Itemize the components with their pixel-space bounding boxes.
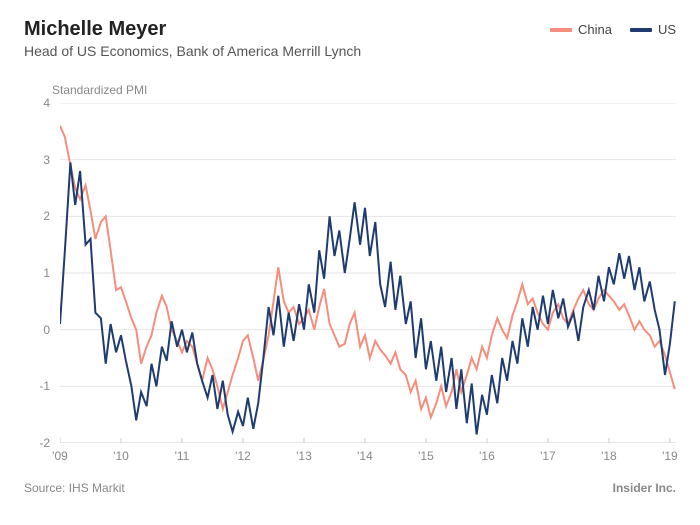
legend-item: US bbox=[630, 22, 676, 37]
x-tick-label: '11 bbox=[175, 449, 190, 463]
x-tick-label: '18 bbox=[601, 449, 617, 463]
y-axis: -2-101234 bbox=[24, 103, 56, 463]
chart-container: Michelle Meyer Head of US Economics, Ban… bbox=[0, 0, 700, 525]
plot bbox=[60, 103, 676, 443]
source-label: Source: IHS Markit bbox=[24, 481, 125, 495]
y-tick-label: 0 bbox=[43, 323, 50, 337]
legend-swatch bbox=[630, 28, 652, 32]
legend: China US bbox=[550, 22, 676, 37]
legend-label: US bbox=[658, 22, 676, 37]
series-china bbox=[60, 126, 675, 418]
x-tick-label: '12 bbox=[235, 449, 251, 463]
legend-item: China bbox=[550, 22, 612, 37]
x-tick-label: '19 bbox=[662, 449, 678, 463]
x-tick-label: '17 bbox=[540, 449, 556, 463]
brand-label: Insider Inc. bbox=[613, 481, 676, 495]
y-tick-label: -1 bbox=[39, 379, 50, 393]
legend-label: China bbox=[578, 22, 612, 37]
legend-swatch bbox=[550, 28, 572, 32]
header: Michelle Meyer Head of US Economics, Ban… bbox=[24, 18, 676, 59]
y-tick-label: 2 bbox=[43, 209, 50, 223]
x-tick-label: '14 bbox=[357, 449, 373, 463]
plot-svg bbox=[60, 103, 676, 443]
series-us bbox=[60, 163, 675, 435]
y-tick-label: 1 bbox=[43, 266, 50, 280]
y-tick-label: -2 bbox=[39, 436, 50, 450]
x-axis: '09'10'11'12'13'14'15'16'17'18'19 bbox=[60, 443, 676, 465]
x-tick-label: '13 bbox=[296, 449, 312, 463]
x-tick-label: '10 bbox=[113, 449, 129, 463]
y-tick-label: 3 bbox=[43, 153, 50, 167]
x-tick-label: '16 bbox=[479, 449, 495, 463]
x-tick-label: '15 bbox=[418, 449, 434, 463]
chart-title: Michelle Meyer bbox=[24, 18, 361, 41]
footer: Source: IHS Markit Insider Inc. bbox=[24, 481, 676, 495]
x-tick-label: '09 bbox=[52, 449, 68, 463]
y-tick-label: 4 bbox=[43, 96, 50, 110]
chart-subtitle: Head of US Economics, Bank of America Me… bbox=[24, 43, 361, 59]
y-axis-title: Standardized PMI bbox=[52, 83, 676, 97]
title-block: Michelle Meyer Head of US Economics, Ban… bbox=[24, 18, 361, 59]
chart-plot-area: -2-101234 '09'10'11'12'13'14'15'16'17'18… bbox=[24, 103, 676, 463]
